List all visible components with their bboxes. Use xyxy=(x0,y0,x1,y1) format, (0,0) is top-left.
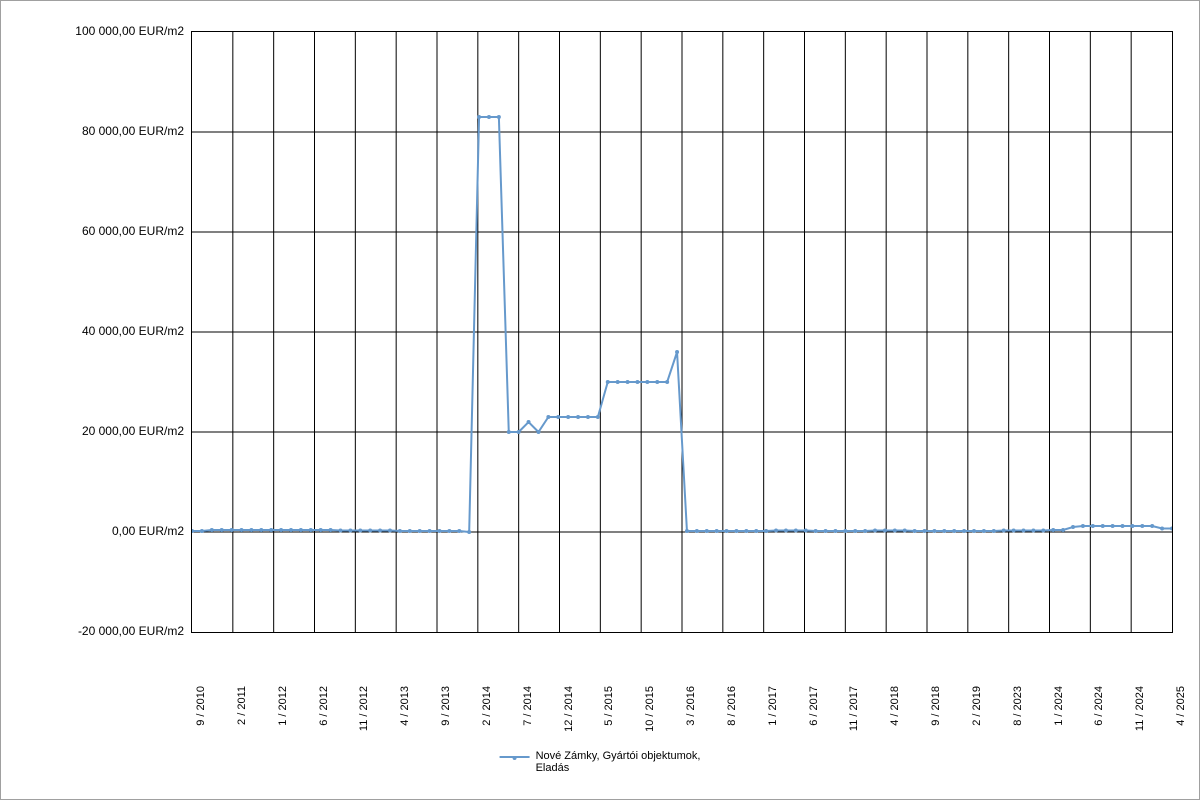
y-tick-label: 0,00 EUR/m2 xyxy=(14,524,184,538)
y-tick-label: 40 000,00 EUR/m2 xyxy=(14,324,184,338)
x-tick-label: 1 / 2017 xyxy=(767,686,779,726)
x-tick-label: 11 / 2012 xyxy=(358,686,370,731)
x-tick-label: 2 / 2014 xyxy=(481,686,493,726)
legend-marker xyxy=(500,756,530,758)
y-tick-label: 60 000,00 EUR/m2 xyxy=(14,224,184,238)
x-tick-label: 7 / 2014 xyxy=(522,686,534,726)
legend: Nové Zámky, Gyártói objektumok, Eladás xyxy=(500,750,701,774)
legend-label: Nové Zámky, Gyártói objektumok, Eladás xyxy=(536,750,701,774)
x-tick-label: 11 / 2017 xyxy=(848,686,860,731)
x-tick-label: 3 / 2016 xyxy=(685,686,697,726)
plot-area xyxy=(191,31,1173,633)
y-tick-label: 100 000,00 EUR/m2 xyxy=(14,24,184,38)
x-tick-label: 5 / 2015 xyxy=(603,686,615,726)
x-tick-label: 9 / 2010 xyxy=(195,686,207,726)
x-tick-label: 1 / 2024 xyxy=(1053,686,1065,726)
x-tick-label: 8 / 2023 xyxy=(1012,686,1024,726)
x-tick-label: 4 / 2013 xyxy=(399,686,411,726)
line-chart xyxy=(192,32,1172,632)
x-tick-label: 4 / 2018 xyxy=(889,686,901,726)
y-tick-label: -20 000,00 EUR/m2 xyxy=(14,624,184,638)
x-tick-label: 8 / 2016 xyxy=(726,686,738,726)
x-tick-label: 1 / 2012 xyxy=(277,686,289,726)
x-tick-label: 4 / 2025 xyxy=(1175,686,1187,726)
chart-container: -20 000,00 EUR/m2 0,00 EUR/m2 20 000,00 EU… xyxy=(0,0,1200,800)
x-tick-label: 10 / 2015 xyxy=(644,686,656,732)
x-tick-label: 2 / 2019 xyxy=(971,686,983,726)
x-tick-label: 9 / 2013 xyxy=(440,686,452,726)
y-tick-label: 80 000,00 EUR/m2 xyxy=(14,124,184,138)
x-tick-label: 6 / 2024 xyxy=(1093,686,1105,726)
x-tick-label: 2 / 2011 xyxy=(236,686,248,725)
y-tick-label: 20 000,00 EUR/m2 xyxy=(14,424,184,438)
x-tick-label: 12 / 2014 xyxy=(563,686,575,732)
x-tick-label: 9 / 2018 xyxy=(930,686,942,726)
x-tick-label: 6 / 2012 xyxy=(318,686,330,726)
x-tick-label: 6 / 2017 xyxy=(808,686,820,726)
x-tick-label: 11 / 2024 xyxy=(1134,686,1146,731)
